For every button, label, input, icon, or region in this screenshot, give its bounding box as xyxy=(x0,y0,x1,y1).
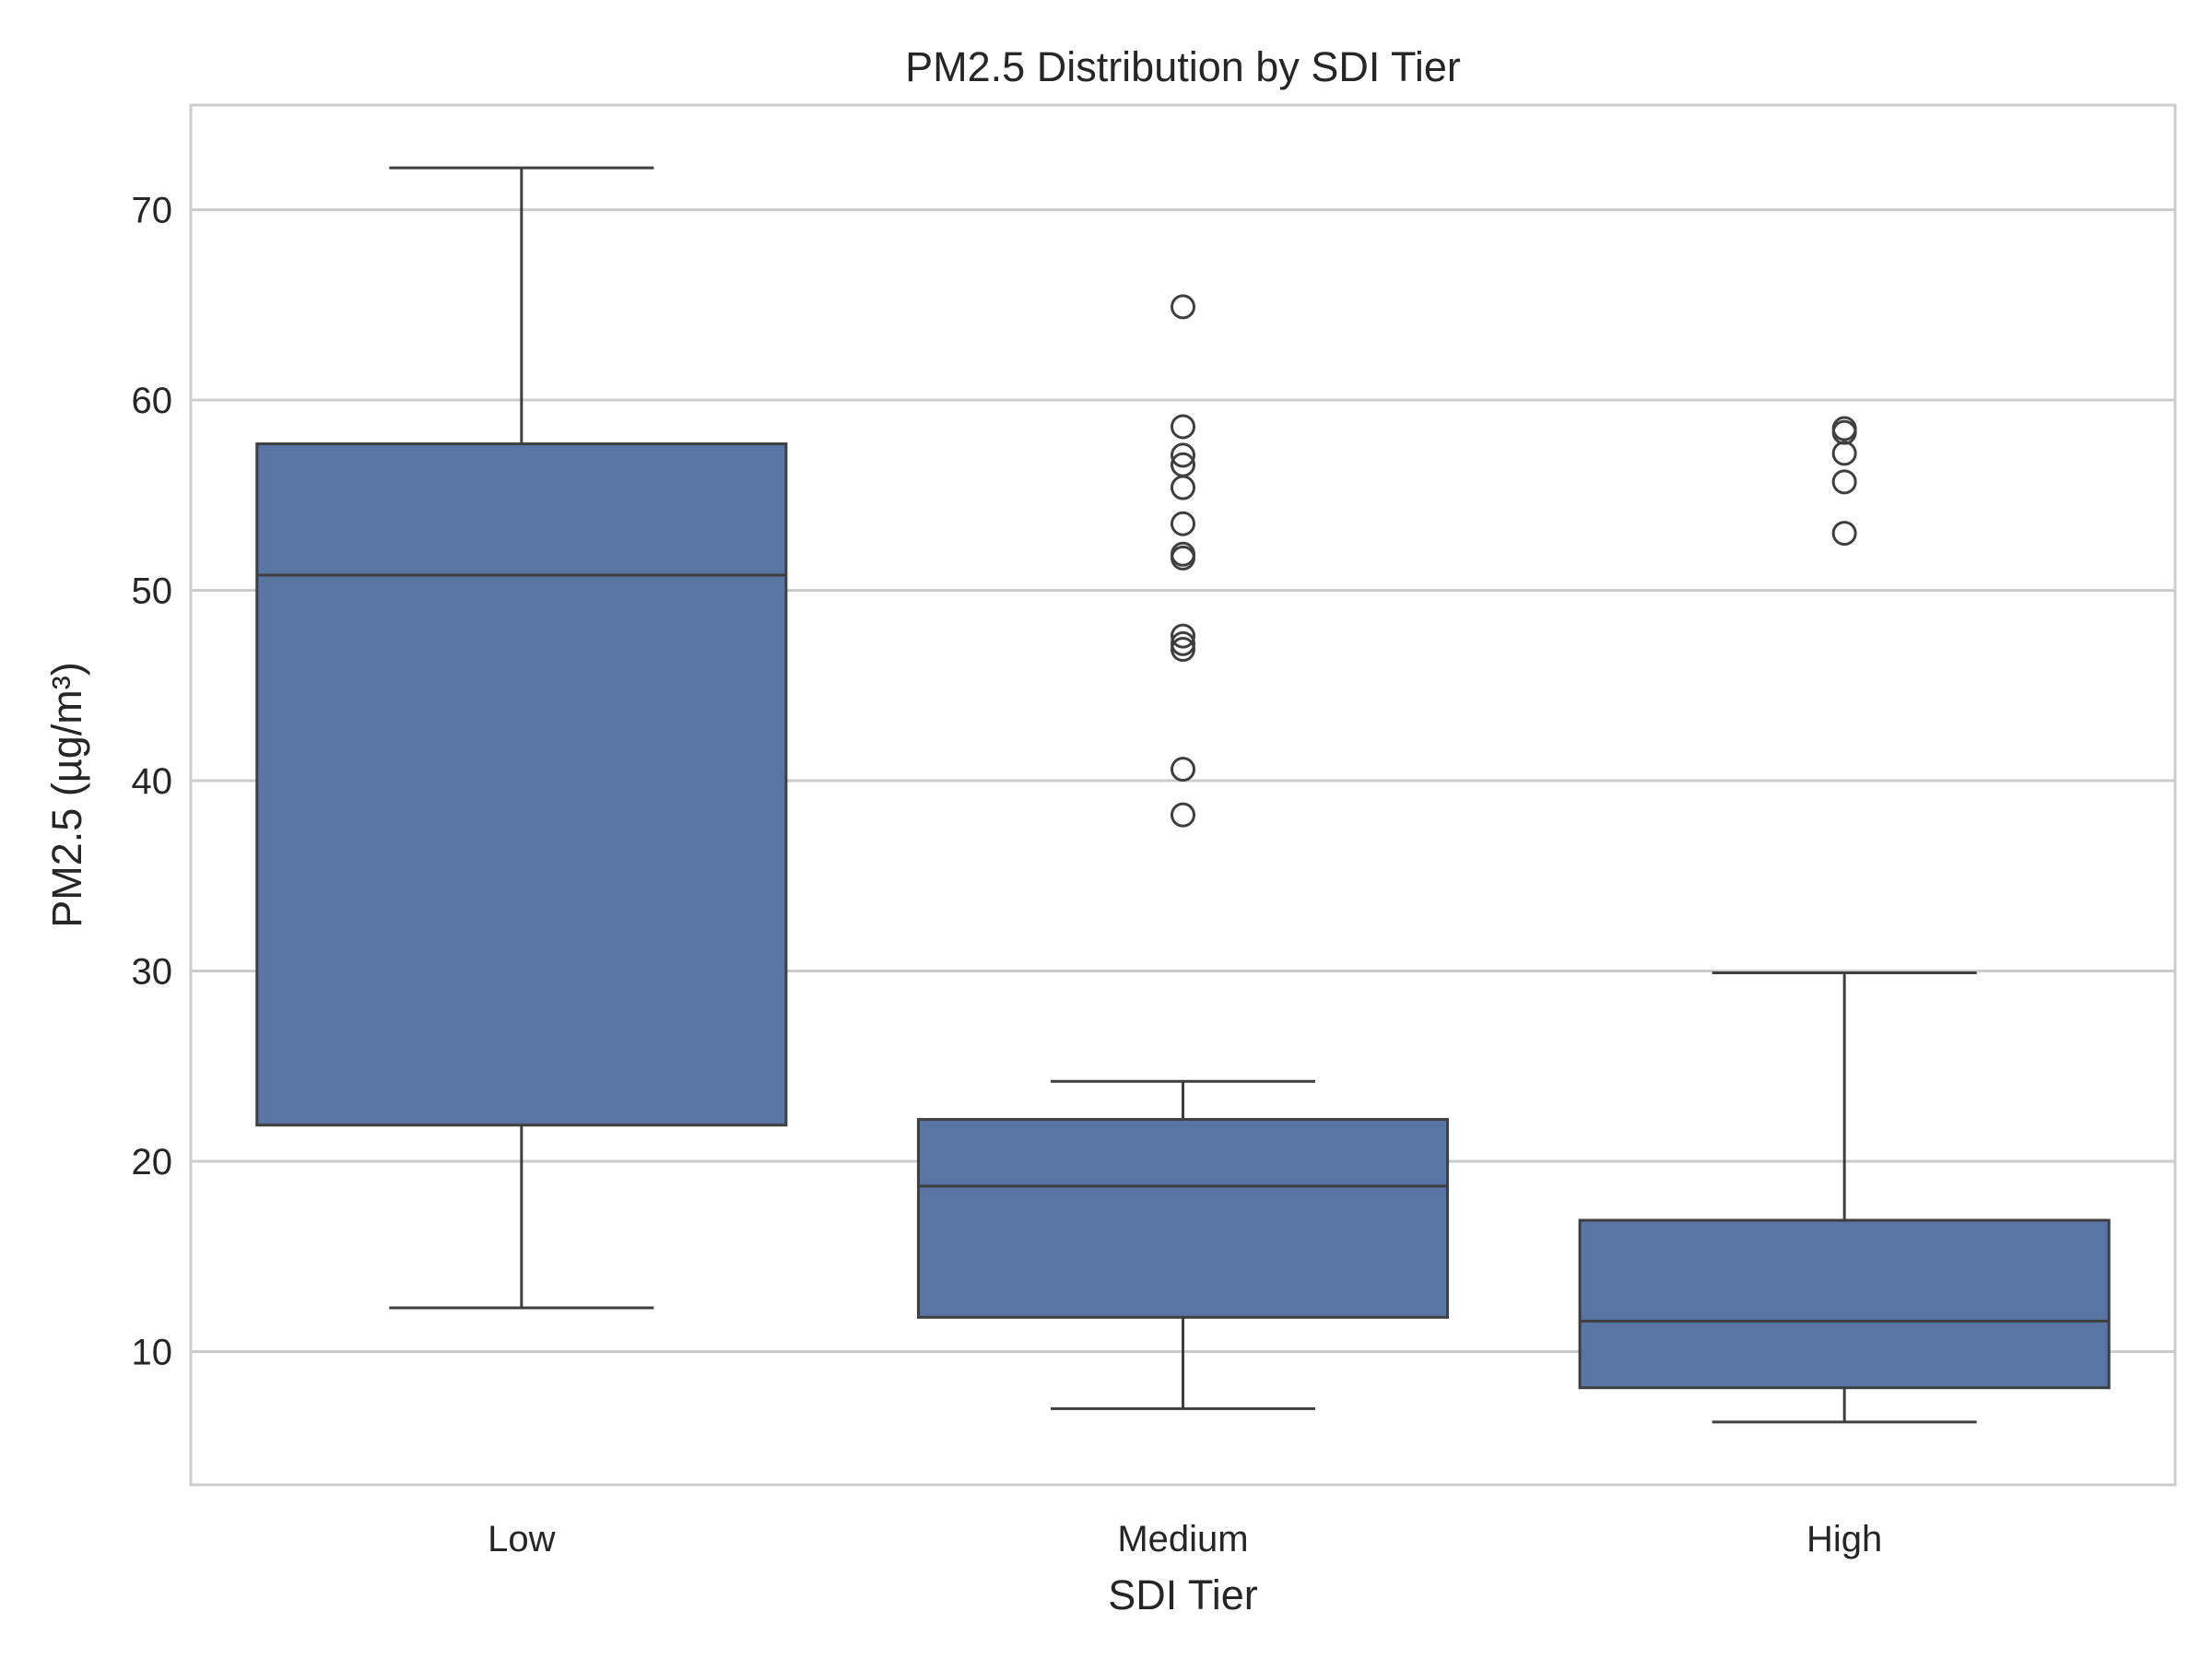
x-axis-label: SDI Tier xyxy=(1108,1571,1258,1618)
box-group-high xyxy=(1578,416,2111,1424)
outlier-point xyxy=(1171,802,1195,828)
y-tick-label: 60 xyxy=(132,381,173,421)
y-axis-label: PM2.5 (µg/m³) xyxy=(43,662,90,927)
y-tick-label: 30 xyxy=(132,951,173,992)
y-tick-label: 50 xyxy=(132,571,173,612)
outlier-point xyxy=(1831,441,1857,466)
box-group-medium xyxy=(916,294,1450,1410)
x-tick-label: Low xyxy=(488,1519,555,1559)
x-tick-labels: Low Medium High xyxy=(488,1519,1882,1559)
outlier-point xyxy=(1831,469,1857,495)
boxes xyxy=(255,166,2111,1424)
outlier-point xyxy=(1171,414,1195,440)
y-tick-label: 10 xyxy=(132,1332,173,1372)
outlier-point xyxy=(1171,475,1195,500)
y-tick-label: 40 xyxy=(132,761,173,802)
box-group-low xyxy=(255,166,788,1310)
chart-title: PM2.5 Distribution by SDI Tier xyxy=(905,43,1461,90)
box-iqr xyxy=(255,442,788,1127)
outlier-point xyxy=(1171,757,1195,782)
plot-frame xyxy=(189,103,2177,1487)
y-tick-labels: 10 20 30 40 50 60 70 xyxy=(132,191,173,1373)
outlier-point xyxy=(1171,623,1195,649)
outlier-point xyxy=(1171,442,1195,468)
box-iqr xyxy=(916,1118,1450,1319)
y-tick-label: 20 xyxy=(132,1142,173,1182)
x-tick-label: Medium xyxy=(1117,1519,1248,1559)
outlier-point xyxy=(1171,294,1195,320)
outlier-point xyxy=(1831,521,1857,547)
y-tick-label: 70 xyxy=(132,191,173,231)
outlier-point xyxy=(1171,511,1195,536)
outlier-point xyxy=(1171,630,1195,656)
box-iqr xyxy=(1578,1218,2111,1390)
x-tick-label: High xyxy=(1806,1519,1882,1559)
outlier-point xyxy=(1171,545,1195,571)
outlier-point xyxy=(1171,637,1195,663)
